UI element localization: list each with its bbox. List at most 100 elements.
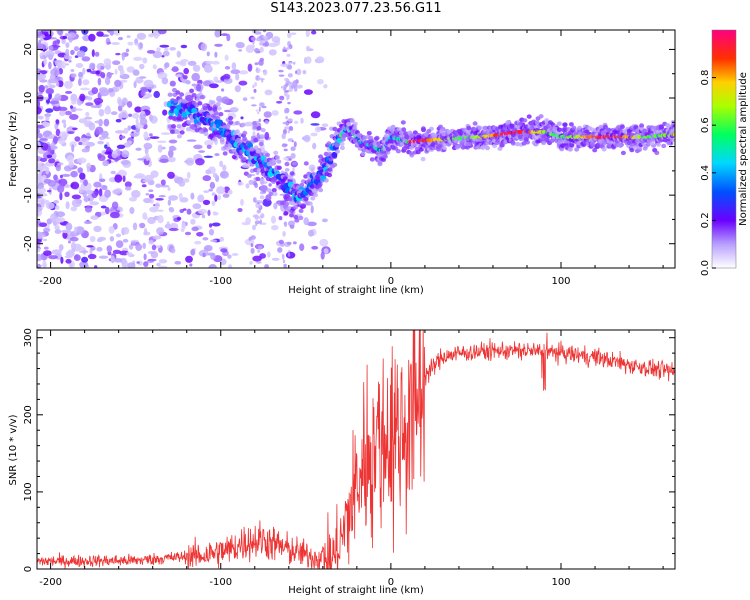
colorbar-tick-label: 0.4 bbox=[700, 165, 711, 181]
heatmap-noise-blob bbox=[157, 209, 164, 212]
heatmap-noise-blob bbox=[221, 88, 225, 92]
heatmap-band-blob bbox=[283, 222, 287, 225]
heatmap-noise-blob bbox=[202, 237, 209, 241]
heatmap-band-blob bbox=[291, 140, 294, 143]
heatmap-noise-blob bbox=[197, 194, 205, 203]
heatmap-noise-blob bbox=[186, 139, 197, 142]
heatmap-noise-blob bbox=[145, 193, 150, 196]
heatmap-noise-blob bbox=[245, 217, 251, 225]
heatmap-noise-blob bbox=[88, 33, 96, 42]
heatmap-noise-blob bbox=[42, 260, 47, 268]
heatmap-noise-blob bbox=[143, 261, 149, 267]
heatmap-noise-blob bbox=[242, 97, 248, 102]
heatmap-band-blob bbox=[255, 202, 261, 209]
heatmap-band-blob bbox=[258, 59, 264, 66]
heatmap-noise-blob bbox=[66, 155, 74, 163]
heatmap-noise-blob bbox=[112, 189, 121, 195]
heatmap-noise-blob bbox=[268, 42, 278, 48]
heatmap-band-blob bbox=[250, 247, 255, 254]
bottom-axes: -200 -100 0 100 0 100 200 300 bbox=[23, 328, 675, 588]
heatmap-noise-blob bbox=[103, 58, 112, 66]
heatmap-ridge-halo bbox=[242, 130, 248, 136]
heatmap-noise-blob bbox=[263, 111, 272, 118]
heatmap-band-blob bbox=[287, 129, 290, 134]
heatmap-ridge-halo bbox=[236, 137, 242, 143]
heatmap-noise-blob bbox=[271, 110, 279, 116]
heatmap-band-blob bbox=[285, 80, 291, 85]
heatmap-ridge-halo bbox=[312, 188, 317, 194]
heatmap-noise-blob bbox=[121, 101, 125, 108]
heatmap-band-blob bbox=[282, 49, 288, 53]
top-x-axis-label: Height of straight line (km) bbox=[288, 285, 424, 296]
top-x-tick-label: 100 bbox=[551, 276, 570, 287]
heatmap-noise-blob bbox=[109, 30, 114, 36]
heatmap-noise-blob bbox=[193, 144, 203, 150]
snr-line bbox=[37, 330, 675, 569]
heatmap-noise-blob bbox=[74, 108, 83, 111]
heatmap-band-blob bbox=[288, 126, 294, 131]
heatmap-noise-blob bbox=[107, 251, 112, 256]
heatmap-noise-blob bbox=[214, 30, 221, 38]
heatmap-ridge-halo bbox=[284, 194, 290, 199]
heatmap-ridge-halo bbox=[642, 128, 648, 133]
heatmap-noise-blob bbox=[146, 50, 156, 54]
heatmap-ridge-halo bbox=[318, 187, 324, 193]
heatmap-noise-blob bbox=[118, 98, 123, 107]
heatmap-band-blob bbox=[245, 183, 250, 189]
heatmap-noise-blob bbox=[160, 179, 166, 186]
heatmap-noise-blob bbox=[65, 222, 73, 231]
heatmap-noise-blob bbox=[84, 145, 91, 149]
heatmap-noise-blob bbox=[104, 76, 111, 86]
heatmap-ridge-halo bbox=[655, 129, 661, 135]
heatmap-ridge-halo bbox=[373, 136, 379, 141]
heatmap-noise-blob bbox=[87, 96, 93, 101]
heatmap-noise-blob bbox=[222, 73, 231, 80]
heatmap-noise-blob bbox=[209, 83, 219, 89]
heatmap-band-blob bbox=[260, 213, 265, 219]
heatmap-noise-blob bbox=[71, 100, 77, 105]
heatmap-noise-blob bbox=[293, 110, 303, 115]
heatmap-ridge-halo bbox=[403, 131, 409, 136]
heatmap-noise-blob bbox=[58, 106, 68, 112]
heatmap-ridge-halo bbox=[293, 215, 299, 220]
heatmap-ridge-halo bbox=[202, 106, 208, 111]
heatmap-noise-blob bbox=[70, 69, 75, 72]
heatmap-noise-blob bbox=[70, 170, 78, 178]
heatmap-noise-blob bbox=[214, 51, 218, 58]
heatmap-noise-blob bbox=[83, 220, 92, 225]
heatmap-noise-blob bbox=[124, 181, 132, 188]
heatmap-ridge-halo bbox=[272, 191, 278, 197]
heatmap-noise-blob bbox=[76, 157, 87, 164]
heatmap-ridge-halo bbox=[307, 201, 313, 206]
heatmap-noise-blob bbox=[50, 213, 57, 222]
heatmap-ridge-halo bbox=[259, 134, 265, 139]
heatmap-noise-blob bbox=[214, 194, 218, 202]
heatmap-ridge-halo bbox=[332, 126, 338, 132]
heatmap-noise-blob bbox=[68, 39, 73, 43]
heatmap-noise-blob bbox=[319, 238, 329, 247]
heatmap-noise-blob bbox=[296, 68, 302, 76]
heatmap-noise-blob bbox=[227, 254, 232, 259]
heatmap-noise-blob bbox=[85, 102, 94, 106]
heatmap-noise-blob bbox=[169, 80, 176, 87]
heatmap-band-blob bbox=[293, 141, 297, 148]
heatmap-noise-blob bbox=[176, 216, 182, 221]
heatmap-noise-blob bbox=[112, 60, 121, 65]
heatmap-noise-blob bbox=[133, 56, 143, 62]
heatmap-noise-blob bbox=[37, 128, 40, 134]
heatmap-ridge-halo bbox=[499, 143, 505, 148]
heatmap-band-blob bbox=[262, 30, 267, 33]
heatmap-band-blob bbox=[292, 161, 297, 166]
heatmap-band-blob bbox=[260, 128, 266, 133]
heatmap-ridge-halo bbox=[175, 90, 181, 95]
heatmap-noise-blob bbox=[101, 130, 109, 138]
heatmap-noise-blob bbox=[175, 61, 186, 65]
heatmap-noise-blob bbox=[126, 35, 131, 38]
heatmap-noise-blob bbox=[224, 54, 229, 61]
heatmap-noise-blob bbox=[84, 116, 93, 120]
heatmap-noise-blob bbox=[209, 223, 213, 228]
heatmap-noise-blob bbox=[64, 110, 72, 116]
heatmap-noise-blob bbox=[198, 150, 206, 153]
heatmap-ridge-halo bbox=[218, 112, 224, 117]
heatmap-ridge-halo bbox=[541, 140, 547, 146]
